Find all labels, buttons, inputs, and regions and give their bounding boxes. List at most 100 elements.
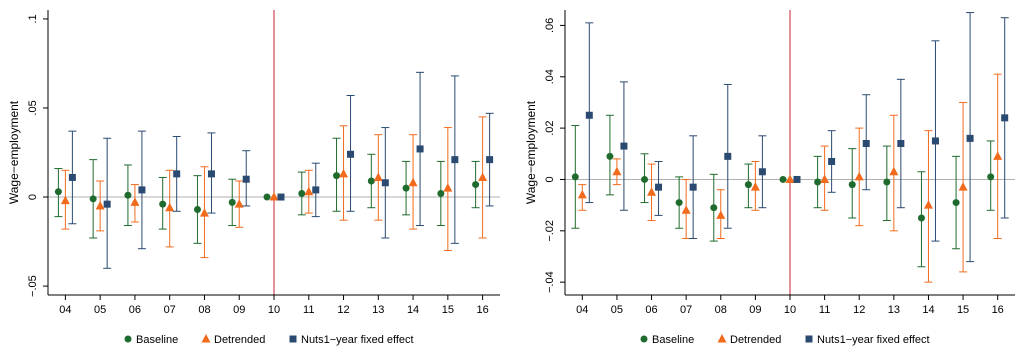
point-nuts1 bbox=[897, 140, 905, 148]
point-baseline bbox=[298, 189, 306, 197]
x-tick-label: 16 bbox=[476, 304, 488, 316]
point-detrended bbox=[95, 200, 105, 210]
y-tick-label: .02 bbox=[544, 120, 556, 135]
legend-marker-nuts1 bbox=[289, 335, 297, 343]
point-detrended bbox=[408, 177, 418, 187]
x-tick-label: 11 bbox=[819, 304, 830, 316]
point-nuts1 bbox=[68, 173, 76, 181]
point-nuts1 bbox=[277, 193, 285, 201]
x-tick-label: 11 bbox=[303, 304, 314, 316]
point-detrended bbox=[443, 183, 453, 192]
point-baseline bbox=[54, 188, 62, 196]
point-baseline bbox=[228, 198, 236, 206]
point-nuts1 bbox=[689, 183, 697, 191]
point-nuts1 bbox=[966, 134, 974, 142]
x-tick-label: 12 bbox=[853, 304, 865, 316]
legend-marker-baseline bbox=[124, 335, 132, 343]
point-nuts1 bbox=[724, 152, 732, 160]
point-nuts1 bbox=[585, 111, 593, 119]
point-baseline bbox=[675, 199, 683, 207]
point-detrended bbox=[750, 182, 760, 191]
chart-panel-right: −.04 −.02 0 .02 .04 .06 Wage−employment 04 05 06 0… bbox=[510, 0, 1020, 354]
point-baseline bbox=[159, 200, 167, 208]
x-tick-label: 08 bbox=[198, 304, 210, 316]
point-baseline bbox=[89, 195, 97, 203]
y-tick-label: .05 bbox=[27, 100, 39, 115]
x-tick-label: 16 bbox=[992, 304, 1004, 316]
x-tick-label: 04 bbox=[59, 304, 71, 316]
y-axis-label: Wage−employment bbox=[524, 100, 538, 204]
point-detrended bbox=[269, 192, 279, 201]
point-baseline bbox=[124, 191, 132, 199]
point-nuts1 bbox=[655, 183, 663, 191]
point-detrended bbox=[785, 174, 795, 183]
point-baseline bbox=[402, 184, 410, 192]
y-tick-label: −.05 bbox=[27, 275, 39, 297]
legend-label: Detrended bbox=[730, 334, 781, 346]
point-detrended bbox=[923, 200, 933, 209]
point-detrended bbox=[373, 172, 383, 181]
point-baseline bbox=[263, 193, 271, 201]
point-baseline bbox=[848, 181, 856, 189]
x-tick-label: 05 bbox=[94, 304, 106, 316]
x-tick-label: 14 bbox=[407, 304, 419, 316]
point-baseline bbox=[917, 214, 925, 222]
x-tick-label: 07 bbox=[680, 304, 692, 316]
point-detrended bbox=[854, 171, 864, 181]
point-detrended bbox=[820, 174, 830, 183]
x-tick-label: 15 bbox=[957, 304, 969, 316]
x-tick-label: 13 bbox=[372, 304, 384, 316]
legend-label: Detrended bbox=[214, 334, 265, 346]
y-tick-label: .06 bbox=[544, 18, 556, 33]
x-tick-label: 07 bbox=[164, 304, 176, 316]
point-detrended bbox=[716, 210, 726, 219]
x-tick-label: 08 bbox=[715, 304, 727, 316]
point-nuts1 bbox=[173, 170, 181, 178]
point-baseline bbox=[744, 181, 752, 189]
point-baseline bbox=[987, 173, 995, 181]
point-baseline bbox=[571, 173, 579, 181]
point-baseline bbox=[606, 152, 614, 160]
point-nuts1 bbox=[862, 140, 870, 148]
point-baseline bbox=[952, 199, 960, 207]
point-detrended bbox=[199, 208, 209, 217]
x-tick-label: 06 bbox=[129, 304, 141, 316]
point-nuts1 bbox=[451, 156, 459, 164]
point-detrended bbox=[165, 202, 175, 212]
point-baseline bbox=[779, 175, 787, 183]
point-baseline bbox=[710, 204, 718, 212]
x-tick-label: 10 bbox=[784, 304, 796, 316]
point-baseline bbox=[333, 172, 341, 180]
point-baseline bbox=[472, 181, 480, 189]
point-detrended bbox=[647, 187, 657, 196]
x-tick-label: 15 bbox=[442, 304, 454, 316]
y-axis-label: Wage−employment bbox=[7, 100, 21, 204]
y-tick-label: 0 bbox=[544, 176, 556, 182]
point-detrended bbox=[993, 151, 1003, 160]
x-tick-label: 04 bbox=[576, 304, 588, 316]
legend-label: Nuts1−year fixed effect bbox=[301, 334, 414, 346]
point-nuts1 bbox=[138, 186, 146, 194]
x-tick-label: 05 bbox=[611, 304, 623, 316]
point-detrended bbox=[339, 168, 349, 178]
point-baseline bbox=[641, 175, 649, 183]
point-detrended bbox=[60, 195, 70, 205]
point-detrended bbox=[304, 186, 314, 196]
legend-marker-baseline bbox=[640, 335, 648, 343]
legend-marker-nuts1 bbox=[805, 335, 813, 343]
point-detrended bbox=[130, 197, 140, 206]
x-tick-label: 14 bbox=[922, 304, 934, 316]
x-tick-label: 09 bbox=[233, 304, 245, 316]
x-tick-label: 09 bbox=[749, 304, 761, 316]
point-baseline bbox=[814, 178, 822, 186]
y-tick-label: .1 bbox=[27, 14, 39, 23]
point-detrended bbox=[681, 205, 691, 214]
point-detrended bbox=[889, 166, 899, 176]
point-detrended bbox=[577, 189, 587, 199]
point-baseline bbox=[437, 189, 445, 197]
legend-label: Nuts1−year fixed effect bbox=[817, 334, 930, 346]
y-tick-label: .04 bbox=[544, 69, 556, 84]
point-nuts1 bbox=[620, 142, 628, 150]
point-nuts1 bbox=[207, 170, 215, 178]
legend-marker-detrended bbox=[717, 334, 727, 343]
